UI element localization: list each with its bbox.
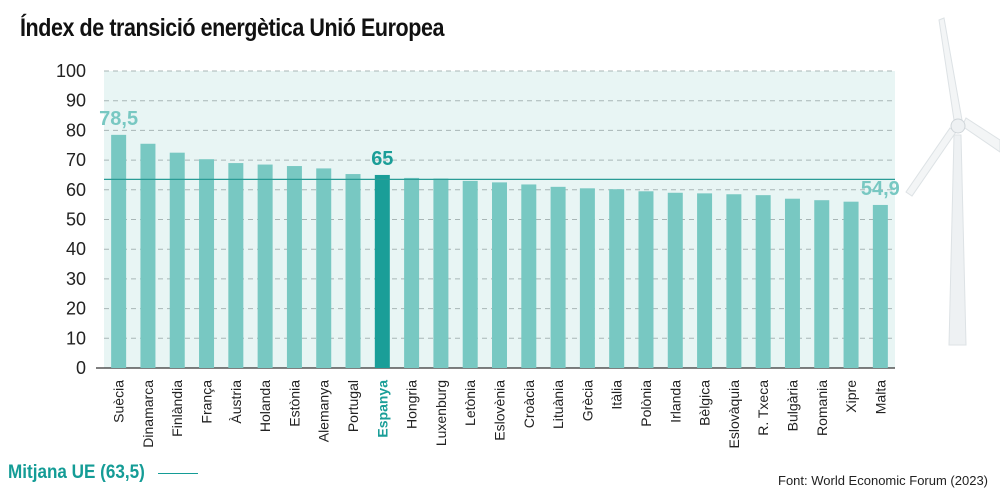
y-tick-label: 20 [66,299,86,319]
turbine-blade [961,117,1000,153]
bar [521,184,537,368]
bar [228,163,244,368]
x-tick-label: Finlàndia [169,380,185,437]
x-tick-label: Estònia [286,380,302,427]
bar [404,177,420,368]
x-axis: Suècia Dinamarca Finlàndia França Àustria Hol… [111,380,889,449]
y-tick-label: 30 [66,269,86,289]
x-tick-label: Dinamarca [140,380,156,448]
bar [667,192,683,368]
turbine-blade [905,127,957,197]
bar [784,198,800,368]
chart-title: Índex de transició energètica Unió Europ… [20,14,445,42]
bar [433,178,449,368]
bar [140,143,156,368]
average-legend-label: Mitjana UE (63,5) [8,462,145,483]
bar [316,168,332,368]
bar [169,152,185,368]
y-tick-label: 70 [66,150,86,170]
turbine-tower [948,134,967,346]
bar [257,164,273,368]
average-legend: Mitjana UE (63,5) [8,462,199,484]
x-tick-label: Eslovàquia [726,380,742,449]
bar [286,166,302,368]
y-tick-label: 0 [76,358,86,378]
value-annotation: 78,5 [99,108,138,130]
average-legend-line [158,472,199,474]
x-tick-label: França [199,380,215,424]
x-tick-label: Alemanya [316,380,332,442]
x-tick-label: Bulgària [784,380,800,432]
x-tick-label: Hongria [404,380,420,429]
bar [492,182,507,368]
x-tick-label: Holanda [257,380,273,432]
x-tick-label: Suècia [111,380,127,423]
turbine-hub [950,118,966,134]
x-tick-label: Grècia [579,380,595,421]
x-tick-label: Xipre [843,380,859,413]
y-tick-label: 50 [66,210,86,230]
bar [462,180,478,368]
bar [843,201,859,368]
bars [111,134,888,368]
x-tick-label: Irlanda [667,380,683,423]
x-tick-label: Bèlgica [697,380,713,426]
y-tick-label: 100 [56,61,86,81]
x-tick-label: Espanya [374,380,390,438]
bar [697,193,713,368]
bar [609,189,625,368]
bar [345,174,361,368]
value-annotation: 54,9 [861,178,900,200]
y-axis: 0 10 20 30 40 50 60 70 80 90 100 [56,61,895,378]
x-tick-label: Portugal [345,380,361,432]
y-tick-label: 40 [66,239,86,259]
bar-highlight [374,174,390,368]
x-tick-label: Polònia [638,380,654,427]
x-tick-label: Lituània [550,380,566,429]
bar [638,191,654,368]
bar [814,200,830,368]
x-tick-label: Eslovènia [492,380,508,441]
y-tick-label: 10 [66,328,86,348]
bar [755,195,771,368]
bar [726,194,742,368]
wind-turbine-icon [905,17,1000,346]
turbine-blade [938,17,963,121]
y-tick-label: 90 [66,91,86,111]
value-annotations: 78,5 65 54,9 [99,108,900,200]
x-tick-label: Malta [872,380,888,414]
x-tick-label: Luxenburg [433,380,449,446]
x-tick-label: Àustria [228,380,244,424]
x-tick-label: R. Txeca [755,380,771,436]
value-annotation: 65 [371,148,393,170]
bar [550,186,566,368]
y-tick-label: 80 [66,120,86,140]
x-tick-label: Croàcia [521,380,537,428]
bar [872,204,888,368]
bar [199,159,215,368]
x-tick-label: Romania [814,380,830,436]
bar [579,188,595,368]
y-tick-label: 60 [66,180,86,200]
source-note: Font: World Economic Forum (2023) [778,473,988,488]
x-tick-label: Letònia [462,380,478,426]
x-tick-label: Itàlia [609,380,625,410]
bar [111,134,127,368]
